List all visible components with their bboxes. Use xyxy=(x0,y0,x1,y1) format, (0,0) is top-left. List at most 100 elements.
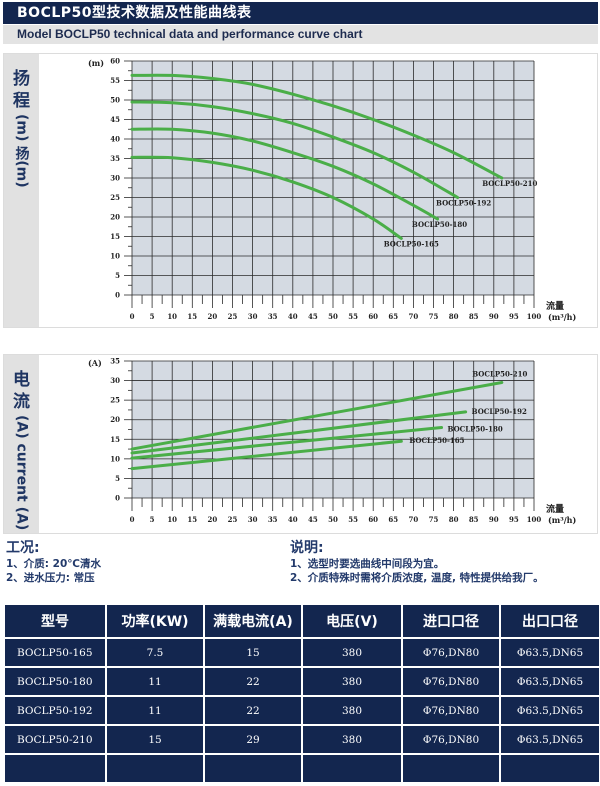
x-tick-label: 5 xyxy=(150,312,155,321)
notes-title: 说明: xyxy=(290,540,324,556)
cell-inlet: Φ76,DN80 xyxy=(401,637,501,668)
curve-boclp50-192 xyxy=(130,100,460,199)
x-tick-label: 75 xyxy=(429,312,439,321)
condition-item: 2、进水压力: 常压 xyxy=(6,572,95,584)
current-axis-side-label: 电 流 (A) current (A) xyxy=(4,355,39,533)
head-chart-panel: 扬 程 (m) 扬(m) 0 5 10 15 20 25 30 35 40 45 50 55 60 0 5 1… xyxy=(3,53,598,328)
table-header-row: 型号 功率(KW) 满载电流(A) 电压(V) 进口口径 出口口径 xyxy=(3,603,600,639)
y-tick-label: 20 xyxy=(110,213,120,222)
cell-model xyxy=(3,753,107,784)
y-tick-label: 25 xyxy=(110,396,120,405)
x-tick-label: 40 xyxy=(288,312,298,321)
x-tick-label: 80 xyxy=(449,312,459,321)
curve-boclp50-165 xyxy=(130,155,403,240)
cell-model: BOCLP50-192 xyxy=(3,695,107,726)
curve-label: BOCLP50-192 xyxy=(436,199,491,208)
x-tick-label: 10 xyxy=(167,515,177,524)
grid xyxy=(131,360,535,499)
cell-voltage: 380 xyxy=(301,637,403,668)
condition-item: 1、介质: 20℃清水 xyxy=(6,558,101,570)
cell-current: 29 xyxy=(203,724,303,755)
head-label-char-1: 扬 xyxy=(13,69,30,89)
curve-boclp50-165 xyxy=(130,439,403,471)
x-axis-label: 流量 xyxy=(546,300,564,312)
curve-label: BOCLP50-210 xyxy=(482,179,537,188)
current-flow-chart: 0 5 10 15 20 25 30 35 0 5 10 15 20 25 30 35 40 45 50 55 60 65… xyxy=(88,357,576,526)
cell-power: 11 xyxy=(105,695,205,726)
cell-voltage: 380 xyxy=(301,724,403,755)
y-tick-label: 30 xyxy=(110,174,120,183)
cell-outlet: Φ63.5,DN65 xyxy=(499,637,600,668)
operating-conditions: 工况: 1、介质: 20℃清水 2、进水压力: 常压 xyxy=(6,540,101,585)
header-voltage: 电压(V) xyxy=(301,603,403,639)
cell-model: BOCLP50-180 xyxy=(3,666,107,697)
y-tick-label: 10 xyxy=(110,454,120,463)
x-tick-label: 45 xyxy=(308,515,318,524)
head-label-unit: (m) 扬(m) xyxy=(13,114,30,188)
x-axis-label: 流量 xyxy=(546,503,564,515)
x-tick-label: 15 xyxy=(187,515,197,524)
x-tick-label: 45 xyxy=(308,312,318,321)
x-tick-label: 80 xyxy=(449,515,459,524)
note-item: 2、介质特殊时需将介质浓度, 温度, 特性提供给我厂。 xyxy=(290,572,544,584)
cell-outlet: Φ63.5,DN65 xyxy=(499,724,600,755)
x-tick-label: 55 xyxy=(348,312,358,321)
cell-outlet: Φ63.5,DN65 xyxy=(499,666,600,697)
x-tick-label: 20 xyxy=(208,312,218,321)
header-power: 功率(KW) xyxy=(105,603,205,639)
x-tick-label: 55 xyxy=(348,515,358,524)
x-tick-label: 40 xyxy=(288,515,298,524)
y-tick-label: 35 xyxy=(110,154,120,163)
x-tick-label: 60 xyxy=(368,312,378,321)
x-tick-label: 10 xyxy=(167,312,177,321)
header-full-load-current: 满载电流(A) xyxy=(203,603,303,639)
x-tick-label: 100 xyxy=(527,515,542,524)
header-outlet-diameter: 出口口径 xyxy=(499,603,600,639)
y-unit-label: (A) xyxy=(88,358,102,368)
current-label-char-1: 电 xyxy=(13,370,30,390)
grid xyxy=(131,60,535,296)
table-row-empty xyxy=(3,753,600,784)
x-tick-label: 70 xyxy=(409,515,419,524)
table-row: BOCLP50-165 7.5 15 380 Φ76,DN80 Φ63.5,DN… xyxy=(3,637,600,668)
y-tick-label: 35 xyxy=(110,357,120,366)
curve-label: BOCLP50-210 xyxy=(472,370,527,379)
x-tick-label: 60 xyxy=(368,515,378,524)
cell-power xyxy=(105,753,205,784)
instructions: 说明: 1、选型时要选曲线中间段为宜。 2、介质特殊时需将介质浓度, 温度, 特… xyxy=(290,540,544,585)
head-label-char-2: 程 xyxy=(13,91,30,111)
y-tick-label: 5 xyxy=(115,271,120,280)
head-flow-chart: 0 5 10 15 20 25 30 35 40 45 50 55 60 0 5 10 15 20 25 30 35 40… xyxy=(88,57,576,323)
x-tick-label: 50 xyxy=(328,515,338,524)
y-tick-label: 25 xyxy=(110,193,120,202)
y-tick-label: 0 xyxy=(115,291,120,300)
x-tick-label: 95 xyxy=(509,312,519,321)
curve-boclp50-180 xyxy=(130,127,440,221)
x-tick-label: 95 xyxy=(509,515,519,524)
header-model: 型号 xyxy=(3,603,107,639)
spec-table: 型号 功率(KW) 满载电流(A) 电压(V) 进口口径 出口口径 BOCLP5… xyxy=(3,603,600,784)
x-tick-label: 30 xyxy=(248,312,258,321)
cell-inlet: Φ76,DN80 xyxy=(401,695,501,726)
x-tick-label: 100 xyxy=(527,312,542,321)
conditions-title: 工况: xyxy=(6,540,40,556)
y-tick-label: 10 xyxy=(110,252,120,261)
x-unit-label: (m³/h) xyxy=(548,312,576,322)
cell-power: 7.5 xyxy=(105,637,205,668)
y-tick-label: 50 xyxy=(110,96,120,105)
x-tick-label: 25 xyxy=(228,312,238,321)
x-tick-label: 0 xyxy=(130,312,135,321)
curve-label: BOCLP50-192 xyxy=(472,407,527,416)
cell-voltage xyxy=(301,753,403,784)
y-tick-label: 0 xyxy=(115,494,120,503)
cell-model: BOCLP50-210 xyxy=(3,724,107,755)
cell-inlet xyxy=(401,753,501,784)
cell-current xyxy=(203,753,303,784)
table-row: BOCLP50-210 15 29 380 Φ76,DN80 Φ63.5,DN6… xyxy=(3,724,600,755)
curve-boclp50-180 xyxy=(130,426,444,460)
x-tick-label: 65 xyxy=(388,312,398,321)
x-tick-label: 90 xyxy=(489,312,499,321)
curve-label: BOCLP50-180 xyxy=(448,425,503,434)
x-tick-label: 90 xyxy=(489,515,499,524)
x-tick-label: 50 xyxy=(328,312,338,321)
